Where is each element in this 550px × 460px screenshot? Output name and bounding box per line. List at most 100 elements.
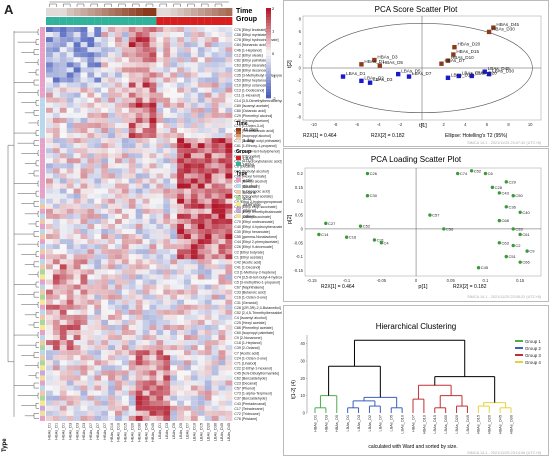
heatmap-cell — [163, 67, 171, 73]
heatmap-cell — [121, 259, 129, 265]
score-point — [445, 75, 451, 80]
heatmap-cell — [190, 319, 198, 325]
heatmap-cell — [211, 138, 219, 144]
heatmap-cell — [177, 138, 185, 144]
heatmap-cell — [197, 203, 205, 209]
heatmap-cell — [142, 274, 150, 280]
heatmap-cell — [128, 148, 136, 154]
heatmap-cell — [52, 370, 60, 376]
heatmap-cell — [59, 390, 67, 396]
heatmap-cell — [190, 365, 198, 371]
heatmap-cell — [184, 77, 191, 83]
heatmap-cell — [73, 324, 81, 331]
heatmap-cell — [163, 52, 171, 58]
score-point — [491, 25, 496, 30]
heatmap-cell — [225, 274, 233, 280]
heatmap-cell — [190, 122, 198, 129]
heatmap-cell — [115, 82, 122, 88]
heatmap-cell — [170, 385, 178, 391]
heatmap-cell — [52, 193, 60, 199]
legend-label: alcohol — [243, 184, 257, 189]
heatmap-cell — [46, 254, 53, 260]
heatmap-cell — [184, 229, 191, 235]
heatmap-cell — [211, 158, 219, 164]
heatmap-cell — [149, 47, 157, 53]
heatmap-cell — [121, 57, 129, 63]
heatmap-cell — [163, 249, 171, 255]
heatmap-cell — [135, 203, 143, 209]
heatmap-cell — [52, 67, 60, 73]
heatmap-cell — [225, 158, 233, 164]
heatmap-cell — [156, 183, 164, 189]
heatmap-cell — [170, 67, 178, 73]
heatmap-cell — [73, 284, 81, 290]
heatmap-cell — [87, 400, 95, 406]
heatmap-cell — [94, 365, 102, 371]
heatmap-cell — [197, 158, 205, 164]
heatmap-cell — [59, 102, 67, 108]
x-tick-label: -4 — [377, 122, 381, 127]
row-label: C73 [1-alpha-Terpineol] — [234, 392, 271, 396]
heatmap-cell — [142, 244, 150, 250]
heatmap-cell — [177, 133, 185, 139]
group-bar-cell — [66, 17, 74, 25]
heatmap-cell — [197, 102, 205, 108]
heatmap-cell — [128, 254, 136, 260]
y-tick-label: 4 — [299, 41, 302, 46]
heatmap-cell — [87, 269, 95, 275]
heatmap-cell — [73, 269, 81, 275]
heatmap-cell — [59, 153, 67, 159]
heatmap-cell — [149, 289, 157, 295]
heatmap-cell — [73, 128, 81, 134]
heatmap-cell — [142, 117, 150, 123]
heatmap-cell — [184, 360, 191, 366]
heatmap-cell — [218, 400, 226, 406]
heatmap-cell — [177, 183, 185, 189]
leaf-label: LBAs_D7 — [378, 415, 383, 431]
heatmap-cell — [80, 183, 88, 189]
heatmap-cell — [149, 269, 157, 275]
heatmap-cell — [142, 405, 150, 411]
group-bar-cell — [156, 17, 164, 25]
type-bar-cell — [40, 168, 45, 174]
heatmap-cell — [121, 254, 129, 260]
heatmap-cell — [115, 158, 122, 164]
heatmap-cell — [94, 289, 102, 295]
row-label: C35 [3-Methylbutyl methoxyacetate] — [234, 74, 282, 78]
heatmap-cell — [59, 193, 67, 199]
heatmap-cell — [225, 77, 233, 83]
heatmap-cell — [66, 375, 74, 381]
heatmap-cell — [52, 229, 60, 235]
heatmap-cell — [128, 340, 136, 346]
heatmap-cell — [190, 415, 198, 421]
heatmap-cell — [80, 314, 88, 320]
column-label: HBAs_D20 — [131, 423, 135, 442]
heatmap-cell — [197, 415, 205, 421]
heatmap-cell — [128, 37, 136, 43]
heatmap-cell — [163, 294, 171, 300]
heatmap-cell — [59, 304, 67, 310]
heatmap-cell — [218, 294, 226, 300]
heatmap-cell — [121, 168, 129, 174]
heatmap-cell — [121, 304, 129, 310]
heatmap-cell — [128, 102, 136, 108]
heatmap-cell — [190, 82, 198, 88]
heatmap-cell — [108, 183, 116, 189]
heatmap-cell — [211, 198, 219, 204]
heatmap-cell — [156, 400, 164, 406]
row-label: C21 [Coumarin] — [234, 185, 259, 189]
row-label: C25 [Hexyl acetate] — [234, 321, 265, 325]
heatmap-cell — [101, 143, 109, 149]
heatmap-cell — [101, 284, 109, 290]
heatmap-cell — [87, 415, 95, 421]
heatmap-cell — [170, 234, 178, 240]
heatmap-cell — [121, 405, 129, 411]
heatmap-cell — [218, 330, 226, 336]
heatmap-cell — [204, 107, 212, 113]
heatmap-cell — [142, 360, 150, 366]
heatmap-cell — [184, 208, 191, 214]
heatmap-cell — [87, 264, 95, 270]
heatmap-cell — [197, 178, 205, 184]
heatmap-cell — [46, 249, 53, 255]
heatmap-cell — [163, 203, 171, 209]
